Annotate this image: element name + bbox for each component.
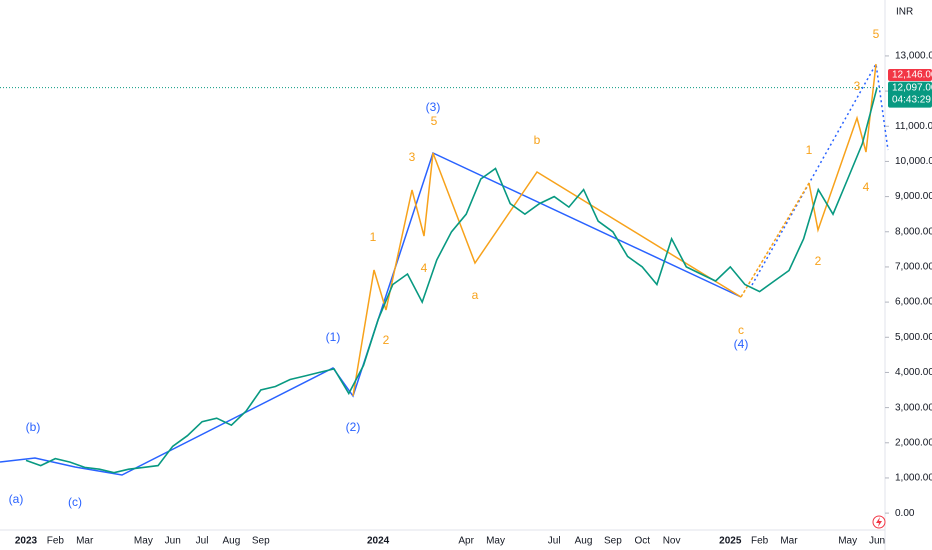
wave-label: (a) [9,492,24,506]
wave-lines [0,61,889,476]
x-tick-label: 2024 [367,536,390,547]
wave-label: 4 [421,261,428,275]
x-tick-label: Mar [780,536,798,547]
x-tick-label: Apr [458,536,474,547]
y-tick-label: 13,000.00 [895,51,932,62]
wave-label: (b) [26,420,41,434]
wave-label: 4 [863,180,870,194]
countdown: 04:43:29 [892,94,931,105]
x-tick-label: Jul [196,536,209,547]
x-tick-label: 2023 [15,536,38,547]
wave-label: (4) [734,337,749,351]
blue-wave [0,151,742,476]
wave-label: (3) [426,100,441,114]
x-tick-label: Sep [252,536,270,547]
y-tick-label: 11,000.00 [895,121,932,132]
wave-label: c [738,323,744,337]
y-tick-label: 2,000.00 [895,437,932,448]
y-tick-label: 9,000.00 [895,191,932,202]
price-tag [888,81,932,108]
wave-label: 2 [815,254,822,268]
wave-label: 5 [431,114,438,128]
lightning-icon[interactable] [872,515,886,529]
x-tick-label: Jun [165,536,181,547]
currency: INR [896,7,913,18]
x-tick-label: Mar [76,536,94,547]
blue-projection [751,61,889,286]
wave-label: 3 [854,79,861,93]
x-tick-label: May [486,536,505,547]
x-tick-label: Jun [869,536,885,547]
wave-label: 5 [873,27,880,41]
price-tag-label: 12,097.00 [892,82,932,93]
x-tick-label: 2025 [719,536,742,547]
wave-label: (2) [346,420,361,434]
wave-label: 1 [370,230,377,244]
x-tick-label: Feb [751,536,769,547]
x-tick-label: Aug [223,536,241,547]
price-tag [888,68,932,81]
x-tick-label: Oct [634,536,650,547]
x-tick-label: Jul [548,536,561,547]
x-tick-label: May [134,536,153,547]
y-tick-label: 6,000.00 [895,297,932,308]
wave-label: a [472,288,479,302]
price-line [25,87,878,474]
wave-label: b [534,133,541,147]
wave-label: 2 [383,333,390,347]
y-tick-label: 4,000.00 [895,367,932,378]
wave-label: (c) [68,495,82,509]
orange-wave [808,63,877,233]
wave-label: 1 [806,143,813,157]
x-tick-label: Feb [47,536,65,547]
y-tick-label: 5,000.00 [895,332,932,343]
y-tick-label: 1,000.00 [895,473,932,484]
y-tick-label: 0.00 [895,508,915,519]
orange-wave [352,152,742,397]
y-tick-label: 7,000.00 [895,262,932,273]
x-tick-label: Nov [663,536,681,547]
wave-label: 3 [409,150,416,164]
price-tag-label: 12,146.00 [892,70,932,81]
y-tick-label: 10,000.00 [895,156,932,167]
y-tick-label: 3,000.00 [895,402,932,413]
wave-label: (1) [326,330,341,344]
orange-dashed [740,182,810,298]
y-tick-label: 8,000.00 [895,226,932,237]
x-tick-label: Aug [575,536,593,547]
x-tick-label: Sep [604,536,622,547]
x-tick-label: May [838,536,857,547]
